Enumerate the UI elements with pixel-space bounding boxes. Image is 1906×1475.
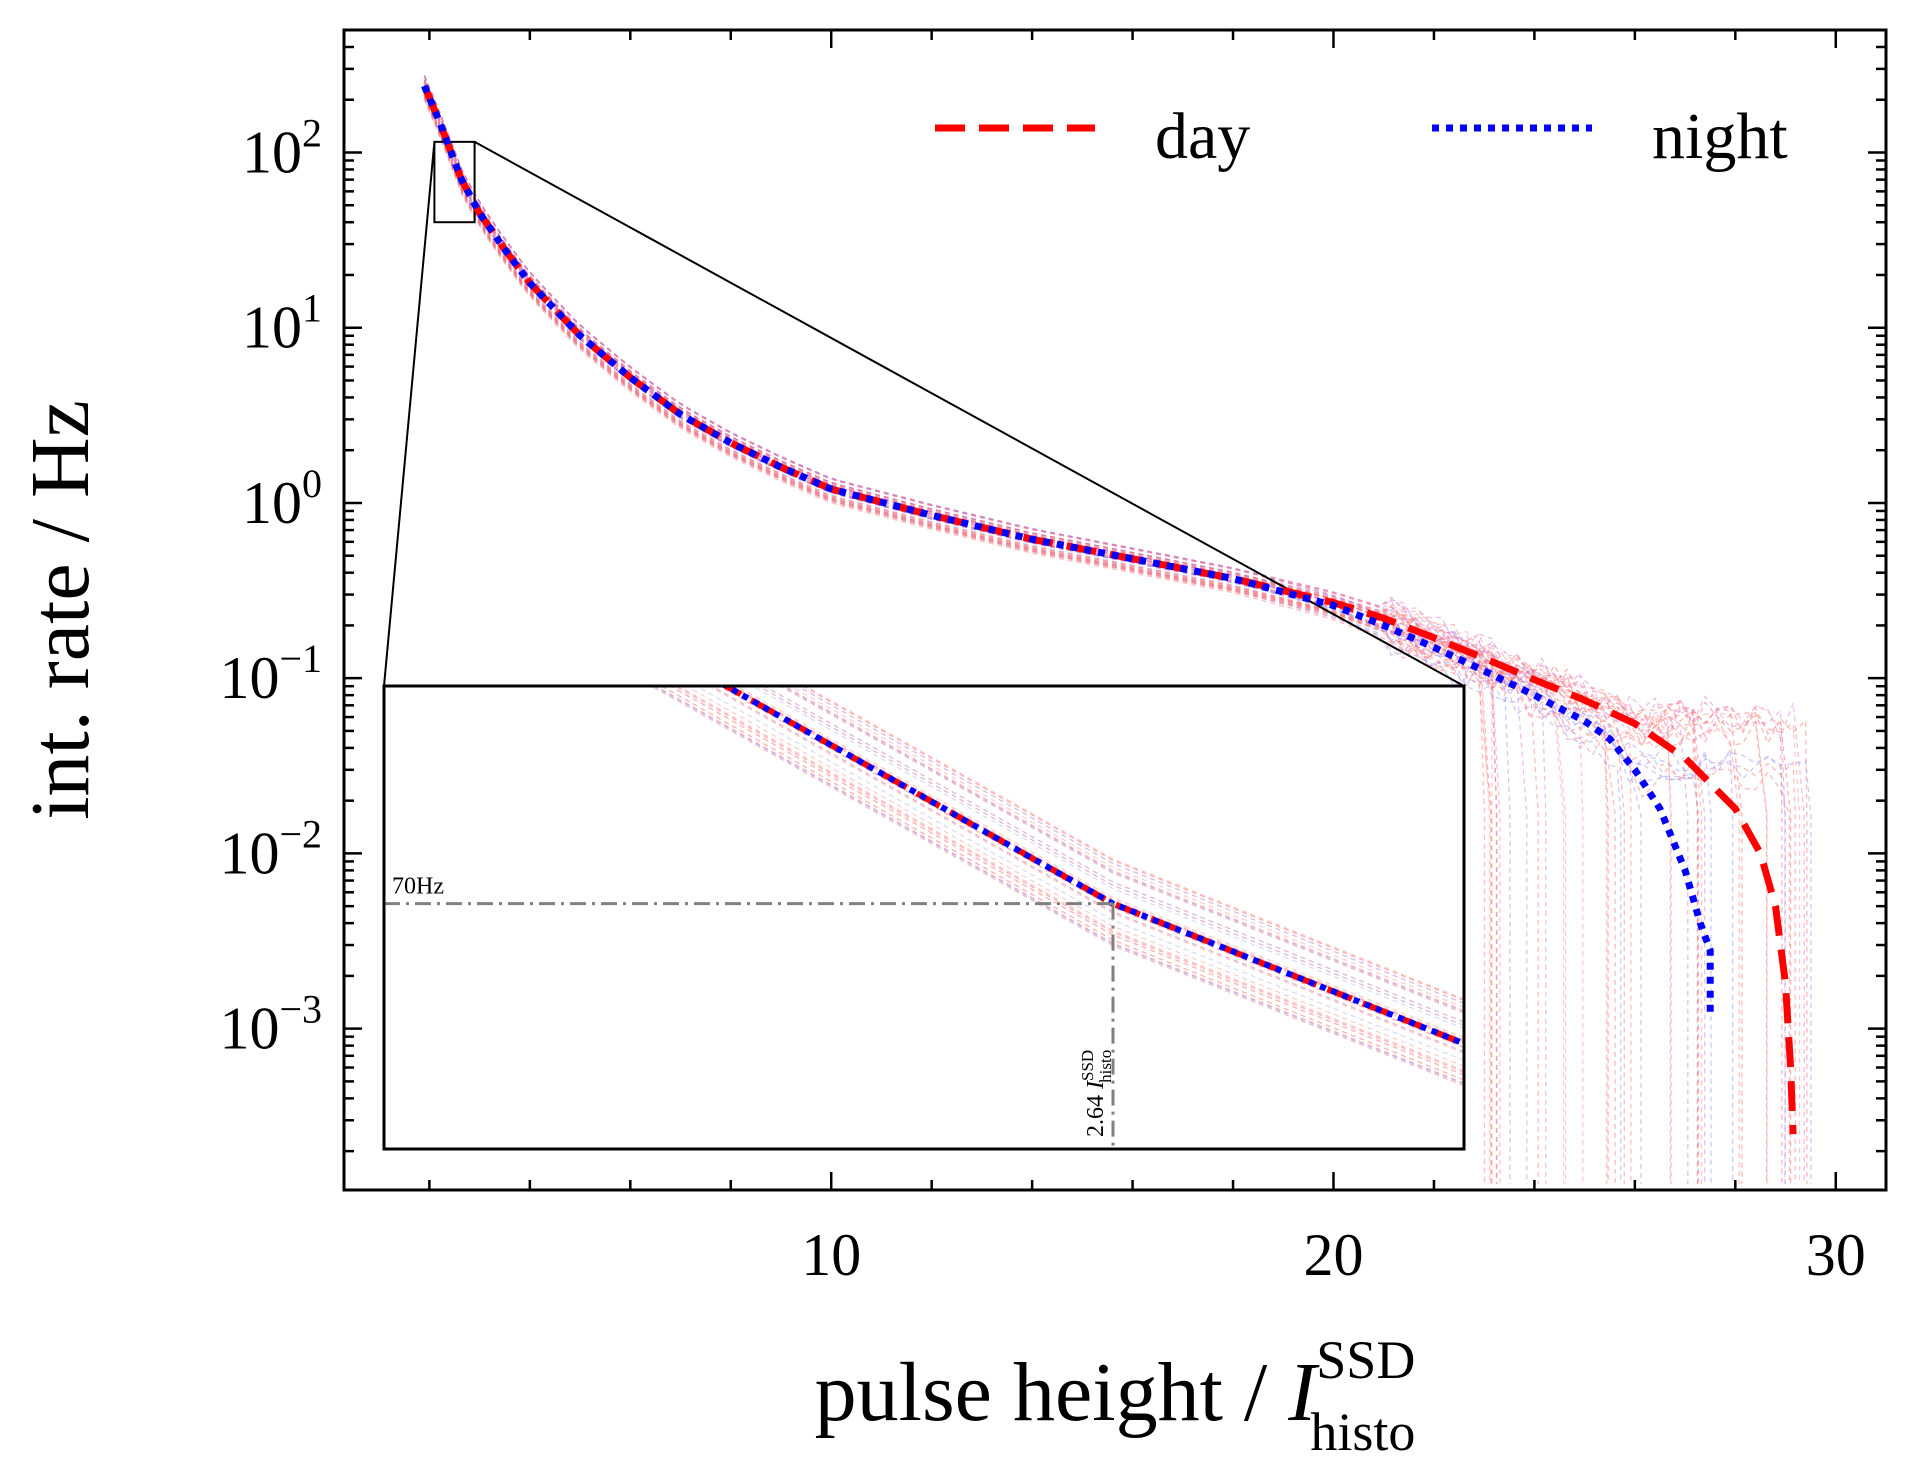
legend: day night xyxy=(935,100,1788,173)
x-tick-label: 10 xyxy=(801,1222,861,1288)
inset-run-curve xyxy=(673,686,1464,1073)
run-curve xyxy=(423,97,1672,1184)
zoom-box xyxy=(433,140,476,224)
y-tick-labels: 102 101 100 10−1 10−2 10−3 xyxy=(219,110,322,1061)
run-curve xyxy=(423,79,1706,1184)
inset-run-curve xyxy=(732,686,1464,1041)
x-tick-labels: 10 20 30 xyxy=(801,1222,1866,1288)
inset-run-curve xyxy=(779,686,1464,1014)
legend-day-label: day xyxy=(1155,100,1250,173)
inset-run-curve xyxy=(804,686,1464,1000)
inset-run-curve xyxy=(668,686,1464,1076)
run-curve xyxy=(423,99,1791,1184)
inset-frame xyxy=(382,684,1466,1151)
inset-run-curve xyxy=(751,686,1464,1030)
inset-run-curve xyxy=(789,686,1464,1008)
axis-ticks xyxy=(344,28,1886,1190)
run-curve xyxy=(423,75,1498,1184)
inset-run-curve xyxy=(783,686,1464,1012)
run-curve xyxy=(423,79,1783,1184)
inset-run-curve xyxy=(659,686,1464,1081)
inset-run-curve xyxy=(649,686,1464,1087)
y-tick-label: 10−3 xyxy=(219,987,322,1062)
run-curve xyxy=(423,76,1492,1184)
run-curve xyxy=(423,95,1511,1184)
series-lines xyxy=(421,84,1797,1135)
y-tick-label: 102 xyxy=(242,110,322,185)
run-curve xyxy=(423,79,1625,1184)
inset-run-curve xyxy=(674,686,1464,1073)
inset-run-curve xyxy=(653,686,1464,1085)
inset-run-curve xyxy=(796,686,1464,1004)
inset-run-curve xyxy=(651,686,1464,1086)
run-curve xyxy=(423,79,1796,1184)
threshold-pulse-label: 2.64 ISSDhisto xyxy=(1078,1050,1115,1137)
run-curve xyxy=(423,82,1768,1184)
inset-background xyxy=(384,686,1464,1149)
x-tick-label: 30 xyxy=(1806,1222,1866,1288)
inset-plot-area xyxy=(384,686,1464,1149)
run-curve xyxy=(423,81,1547,1184)
y-tick-label: 10−1 xyxy=(219,636,322,711)
y-tick-label: 100 xyxy=(242,461,322,536)
run-curve xyxy=(423,75,1712,1184)
run-curve xyxy=(423,80,1792,1184)
plot-area-frame xyxy=(342,28,1888,1192)
inset-run-curve xyxy=(707,686,1464,1054)
y-tick-label: 101 xyxy=(242,286,322,361)
run-curve xyxy=(423,95,1768,1184)
y-axis-label: int. rate / Hz xyxy=(14,400,107,820)
series-line-night xyxy=(421,84,1714,1015)
threshold-rate-label: 70Hz xyxy=(392,874,444,900)
inset-run-curve xyxy=(801,686,1464,1001)
inset-run-curve xyxy=(757,686,1464,1026)
x-tick-label: 20 xyxy=(1303,1222,1363,1288)
inset-run-curve xyxy=(763,686,1464,1023)
inset-run-curve xyxy=(653,686,1464,1085)
inset-run-curve xyxy=(695,686,1464,1061)
inset-run-curve xyxy=(718,686,1464,1048)
inset-run-curve xyxy=(677,686,1464,1071)
zoom-connector-right xyxy=(474,140,1465,687)
inset-run-curve xyxy=(757,686,1464,1026)
inset-zoom-panel: 70Hz 2.64 ISSDhisto xyxy=(382,684,1466,1151)
run-curve xyxy=(423,97,1608,1184)
zoom-connector-left xyxy=(383,141,436,687)
inset-run-curve xyxy=(762,686,1464,1023)
inset-run-curve xyxy=(710,686,1464,1053)
inset-run-curve xyxy=(782,686,1464,1012)
run-curve xyxy=(423,74,1786,1184)
run-curve xyxy=(423,94,1498,1184)
run-curve xyxy=(423,91,1700,1184)
run-curve xyxy=(423,79,1786,1184)
inset-run-curve xyxy=(654,686,1464,1084)
inset-run-curve xyxy=(796,686,1464,1005)
run-curve xyxy=(423,97,1622,1184)
inset-run-curve xyxy=(710,686,1464,1053)
run-curve xyxy=(423,95,1584,1184)
inset-run-curve xyxy=(684,686,1464,1067)
inset-run-curve xyxy=(660,686,1464,1081)
inset-run-curve xyxy=(669,686,1464,1076)
run-curve xyxy=(423,75,1699,1184)
inset-series-night xyxy=(720,686,1464,1047)
inset-run-curve xyxy=(778,686,1464,1014)
y-tick-label: 10−2 xyxy=(219,811,322,886)
inset-run-curve xyxy=(781,686,1464,1013)
x-axis-label: pulse height / ISSD histo xyxy=(815,1330,1416,1462)
zoom-connector-lines xyxy=(383,140,1465,687)
inset-run-curve xyxy=(801,686,1464,1001)
inset-run-curve xyxy=(735,686,1464,1039)
inset-run-curve xyxy=(717,686,1464,1048)
legend-night-label: night xyxy=(1652,100,1788,173)
run-curve xyxy=(423,81,1801,1184)
run-curve xyxy=(423,75,1539,1184)
